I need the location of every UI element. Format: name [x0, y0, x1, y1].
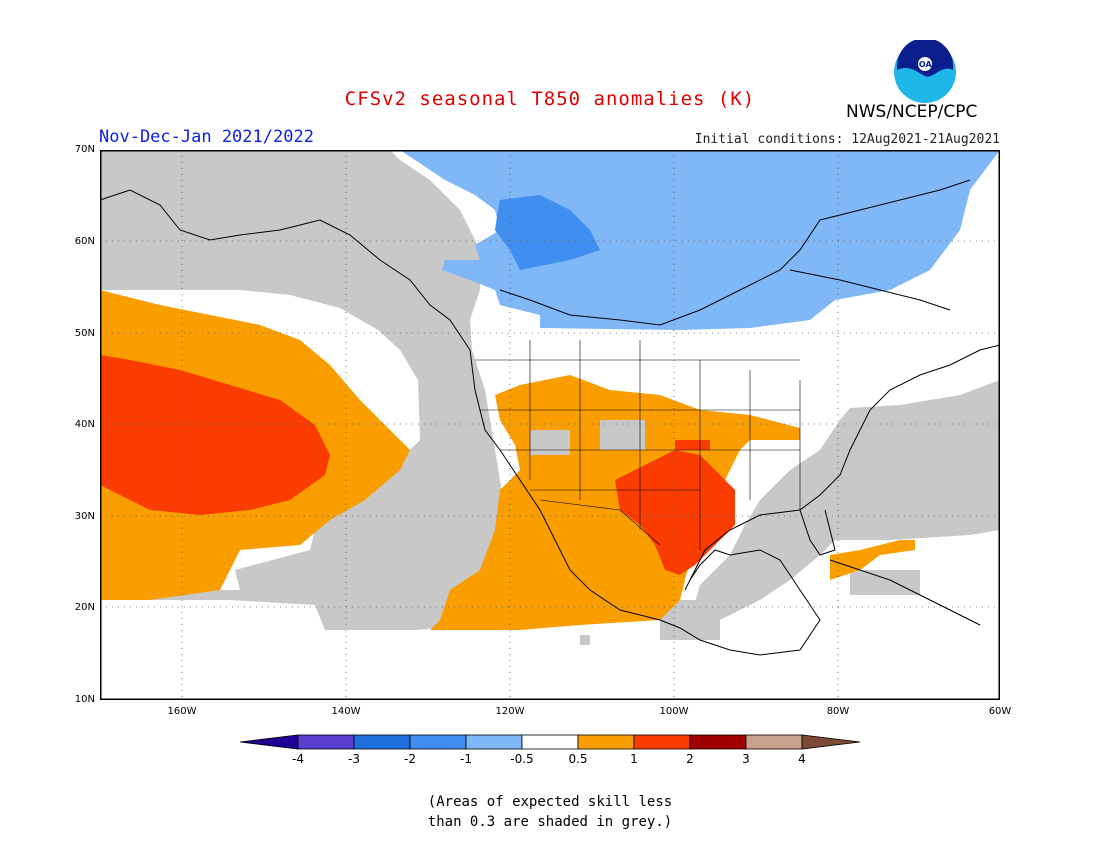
lat-label: 50N: [74, 328, 95, 339]
grey-region-atlantic: [690, 380, 1000, 630]
lon-label: 140W: [331, 706, 361, 717]
grey-patch: [580, 635, 590, 645]
political-borders: [475, 340, 801, 550]
colorbar-label: -1: [460, 752, 472, 766]
lon-label: 100W: [659, 706, 689, 717]
grey-patch: [530, 430, 570, 455]
colorbar-arrow-low: [240, 734, 299, 750]
colorbar-label: 3: [742, 752, 750, 766]
graticule: [100, 150, 1000, 700]
colorbar: [240, 734, 861, 750]
warm-anomaly-southwest-us: [430, 375, 800, 630]
lat-label: 10N: [74, 694, 95, 705]
colorbar-arrow-high: [801, 734, 861, 750]
lat-label: 60N: [74, 236, 95, 247]
lon-label: 80W: [826, 706, 850, 717]
initial-conditions: Initial conditions: 12Aug2021-21Aug2021: [694, 132, 1000, 147]
footnote-line: than 0.3 are shaded in grey.): [427, 814, 673, 830]
agency-label: NWS/NCEP/CPC: [846, 102, 978, 122]
colorbar-label: -2: [404, 752, 416, 766]
colorbar-cell: [409, 734, 467, 750]
forecast-period: Nov-Dec-Jan 2021/2022: [99, 127, 314, 147]
colorbar-label: 2: [686, 752, 694, 766]
noaa-logo: NOAA: [894, 40, 956, 103]
colorbar-label: -4: [292, 752, 304, 766]
grey-region-pacific: [100, 150, 530, 630]
colorbar-cell: [633, 734, 691, 750]
cold-anomaly-core: [495, 195, 600, 270]
colorbar-cell: [689, 734, 747, 750]
colorbar-cell: [521, 734, 579, 750]
warm-anomaly-caribbean: [830, 540, 915, 580]
skill-footnote: (Areas of expected skill less than 0.3 a…: [0, 792, 1100, 832]
footnote-line: (Areas of expected skill less: [427, 794, 673, 810]
hot-anomaly-texas: [615, 450, 735, 575]
cold-anomaly-canada: [400, 150, 1000, 330]
lon-label: 120W: [495, 706, 525, 717]
lat-label: 30N: [74, 511, 95, 522]
coastlines: [100, 179, 1000, 656]
lat-label: 40N: [74, 419, 95, 430]
colorbar-label: -3: [348, 752, 360, 766]
colorbar-cell: [297, 734, 355, 750]
colorbar-cell: [745, 734, 803, 750]
hot-anomaly-patch: [675, 440, 710, 450]
lon-label: 60W: [988, 706, 1012, 717]
colorbar-cell: [465, 734, 523, 750]
lon-label: 160W: [167, 706, 197, 717]
anomaly-map: [100, 150, 1000, 700]
colorbar-cell: [577, 734, 635, 750]
map-title: CFSv2 seasonal T850 anomalies (K): [344, 88, 756, 110]
colorbar-label: 0.5: [568, 752, 588, 766]
lat-label: 70N: [74, 144, 95, 155]
grey-patch: [600, 420, 645, 450]
colorbar-label: 1: [630, 752, 638, 766]
colorbar-cell: [353, 734, 411, 750]
colorbar-label: -0.5: [510, 752, 534, 766]
map-frame: [100, 150, 1000, 700]
colorbar-label: 4: [798, 752, 806, 766]
lat-label: 20N: [74, 602, 95, 613]
grey-patch: [850, 570, 920, 595]
hot-anomaly-pacific: [100, 355, 330, 515]
logo-text: NOAA: [912, 60, 938, 69]
